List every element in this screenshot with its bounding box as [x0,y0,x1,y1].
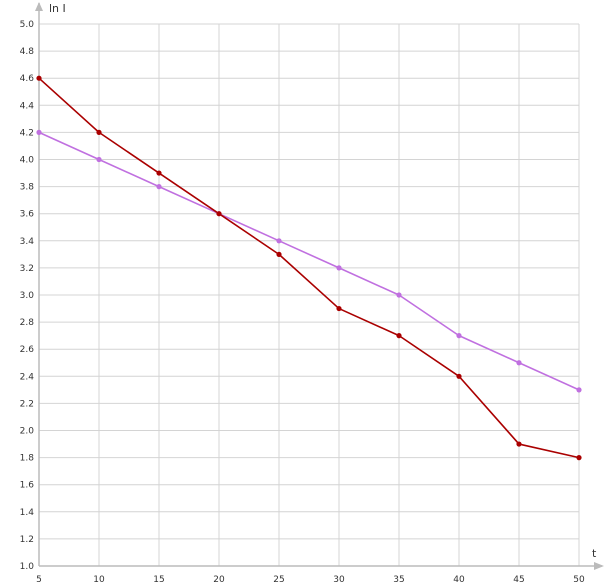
y-tick-label: 1.8 [20,454,35,464]
series-line-2 [38,131,580,391]
y-tick-label: 3.6 [20,210,35,220]
y-tick-label: 4.4 [20,101,35,111]
y-tick-label: 4.6 [20,74,35,84]
y-tick-label: 1.2 [20,535,34,545]
y-tick-label: 5.0 [20,20,35,30]
y-axis-arrow [35,2,43,11]
data-point [216,211,222,217]
y-tick-label: 2.0 [20,427,35,437]
x-tick-label: 15 [153,575,164,585]
axes [35,2,604,570]
x-tick-label: 35 [393,575,404,585]
tick-labels: 1.0 1.2 1.4 1.6 1.8 2.0 2.2 2.4 2.6 2.8 3.0 3.2 3.4 3… [20,20,585,585]
x-tick-label: 30 [333,575,345,585]
data-point [96,156,102,163]
data-point [516,360,522,366]
series [36,75,582,461]
y-tick-label: 3.4 [20,237,35,247]
x-tick-label: 20 [213,575,225,585]
data-point [516,441,522,447]
data-point [36,75,42,81]
data-point [156,170,162,176]
data-point [156,184,162,190]
y-tick-label: 2.6 [20,345,35,355]
y-tick-label: 1.0 [20,562,35,572]
y-tick-label: 4.8 [20,47,35,57]
x-axis-arrow [594,562,604,570]
series-line-1 [38,77,580,459]
y-tick-label: 3.8 [20,183,35,193]
y-axis-label: ln I [49,2,66,15]
y-tick-label: 2.2 [20,399,34,409]
data-point [396,333,402,339]
data-point [396,292,402,298]
data-point [456,373,462,379]
data-point [576,387,582,393]
data-point [276,238,282,244]
y-tick-label: 3.0 [20,291,35,301]
x-tick-label: 50 [573,575,585,585]
x-tick-label: 45 [513,575,524,585]
y-tick-label: 1.4 [20,508,35,518]
y-tick-label: 4.0 [20,156,35,166]
data-point [456,333,462,339]
y-tick-label: 1.6 [20,481,35,491]
x-axis-label: t [592,547,597,560]
x-tick-label: 25 [273,575,284,585]
data-point [96,129,102,135]
grid [38,23,580,567]
data-point [276,251,282,257]
data-point [576,455,582,461]
y-tick-label: 4.2 [20,128,34,138]
y-tick-label: 2.8 [20,318,35,328]
data-point [336,305,342,312]
data-point [336,265,342,271]
y-tick-label: 2.4 [20,372,35,382]
y-tick-label: 3.2 [20,264,34,274]
data-point [36,129,42,135]
x-tick-label: 5 [36,575,42,585]
x-tick-label: 10 [93,575,105,585]
x-tick-label: 40 [453,575,465,585]
